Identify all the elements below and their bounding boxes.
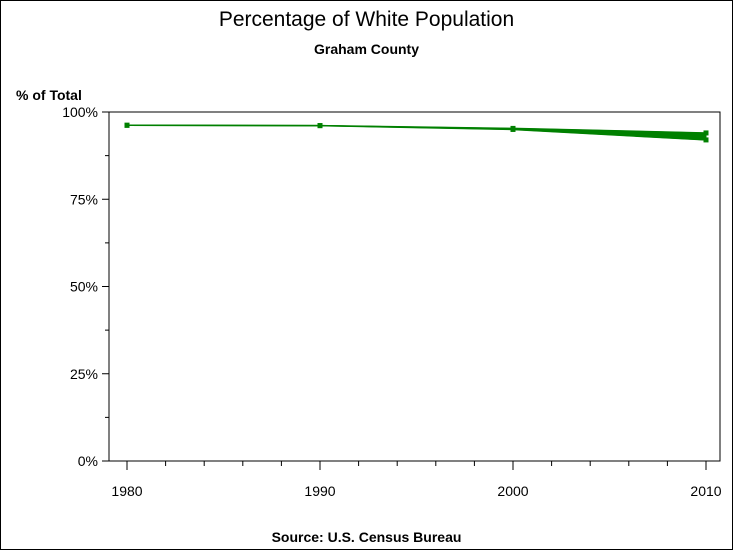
- y-axis-label: % of Total: [16, 87, 82, 103]
- x-tick-label: 2000: [497, 483, 528, 499]
- y-tick-label: 0%: [78, 453, 98, 469]
- y-tick-label: 100%: [62, 104, 98, 120]
- y-tick-label: 75%: [70, 191, 98, 207]
- data-point: [317, 123, 323, 129]
- data-point: [703, 137, 709, 143]
- x-tick-label: 1980: [111, 483, 142, 499]
- data-point: [510, 126, 516, 132]
- chart-subtitle: Graham County: [313, 41, 419, 57]
- chart-title: Percentage of White Population: [218, 8, 515, 31]
- source-footnote: Source: U.S. Census Bureau: [271, 529, 462, 545]
- data-point: [124, 122, 130, 128]
- plot-border: [108, 111, 721, 462]
- y-tick-label: 25%: [70, 366, 98, 382]
- data-point: [703, 130, 709, 136]
- x-tick-label: 2010: [690, 483, 721, 499]
- x-tick-label: 1990: [304, 483, 335, 499]
- series-line: [126, 124, 707, 141]
- y-tick-label: 50%: [70, 279, 98, 295]
